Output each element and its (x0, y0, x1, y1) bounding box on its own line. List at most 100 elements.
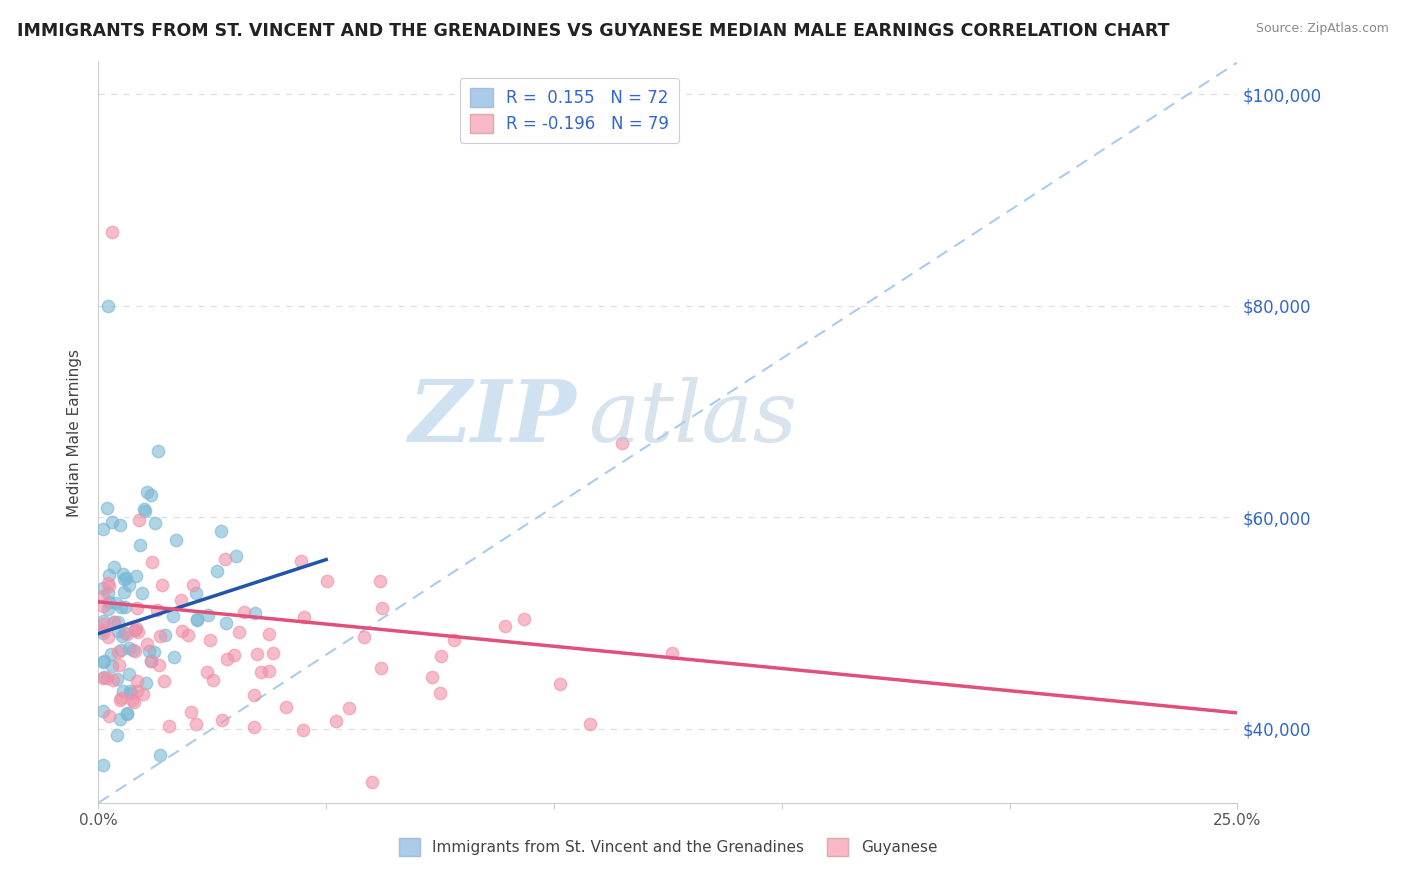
Point (100, 659, 122, 673)
Point (430, 649, 453, 664)
Point (370, 661, 392, 675)
Point (250, 665, 273, 679)
Point (122, 695, 145, 709)
Point (97, 630, 120, 644)
Point (112, 572, 135, 586)
Point (337, 701, 360, 715)
Point (207, 564, 229, 578)
Point (360, 774, 382, 789)
Point (661, 647, 683, 661)
Point (110, 599, 132, 614)
Point (117, 626, 139, 640)
Point (159, 719, 181, 733)
Point (184, 717, 207, 731)
Point (93, 670, 115, 684)
Point (105, 596, 128, 610)
Point (316, 574, 339, 589)
Point (97, 586, 120, 600)
Point (103, 560, 125, 574)
Point (211, 713, 233, 727)
Point (443, 633, 465, 648)
Point (153, 628, 176, 642)
Point (97, 708, 120, 723)
Text: atlas: atlas (588, 376, 797, 459)
Point (127, 601, 149, 615)
Point (325, 714, 347, 728)
Point (120, 686, 142, 700)
Point (114, 599, 136, 614)
Point (91, 704, 114, 718)
Point (149, 748, 172, 763)
Point (97, 575, 120, 590)
Point (91, 757, 114, 772)
Point (184, 586, 207, 600)
Point (101, 673, 124, 688)
Point (91, 623, 114, 637)
Point (91, 614, 114, 628)
Point (165, 533, 187, 548)
Point (262, 646, 284, 660)
Y-axis label: Median Male Earnings: Median Male Earnings (67, 349, 83, 516)
Point (135, 637, 157, 651)
Point (186, 611, 208, 625)
Point (110, 690, 132, 705)
Point (115, 707, 138, 722)
Point (105, 728, 128, 742)
Point (139, 488, 162, 502)
Point (172, 624, 194, 639)
Point (112, 567, 135, 582)
Point (177, 628, 200, 642)
Text: IMMIGRANTS FROM ST. VINCENT AND THE GRENADINES VS GUYANESE MEDIAN MALE EARNINGS : IMMIGRANTS FROM ST. VINCENT AND THE GREN… (17, 22, 1170, 40)
Point (91, 581, 114, 595)
Point (115, 706, 138, 720)
Point (152, 674, 174, 689)
Point (111, 629, 134, 643)
Point (136, 485, 159, 500)
Point (105, 672, 128, 686)
Point (124, 644, 146, 658)
Point (233, 605, 256, 619)
Point (127, 624, 149, 639)
Point (422, 670, 444, 684)
Point (162, 609, 184, 624)
Point (225, 549, 247, 563)
Point (118, 578, 141, 592)
Point (132, 502, 155, 516)
Point (291, 723, 314, 737)
Point (494, 619, 516, 633)
Point (548, 677, 571, 691)
Text: ZIP: ZIP (409, 376, 576, 459)
Point (292, 610, 315, 624)
Point (202, 673, 225, 688)
Point (101, 225, 124, 239)
Point (91, 589, 114, 603)
Point (107, 624, 129, 638)
Point (125, 569, 148, 583)
Point (150, 578, 173, 592)
Point (120, 683, 142, 698)
Point (112, 585, 135, 599)
Point (149, 629, 172, 643)
Point (134, 675, 156, 690)
Point (228, 624, 250, 639)
Point (243, 688, 266, 702)
Point (257, 626, 280, 640)
Point (97, 601, 120, 615)
Point (107, 645, 129, 659)
Point (290, 554, 312, 568)
Point (138, 644, 160, 658)
Point (98, 595, 121, 609)
Point (124, 624, 146, 638)
Point (131, 586, 153, 600)
Point (91, 655, 114, 669)
Point (353, 630, 375, 644)
Point (91, 626, 114, 640)
Point (110, 517, 132, 532)
Point (163, 649, 186, 664)
Point (125, 684, 148, 698)
Point (124, 623, 146, 637)
Point (148, 444, 170, 458)
Point (181, 578, 204, 592)
Point (429, 686, 451, 700)
Point (110, 712, 132, 726)
